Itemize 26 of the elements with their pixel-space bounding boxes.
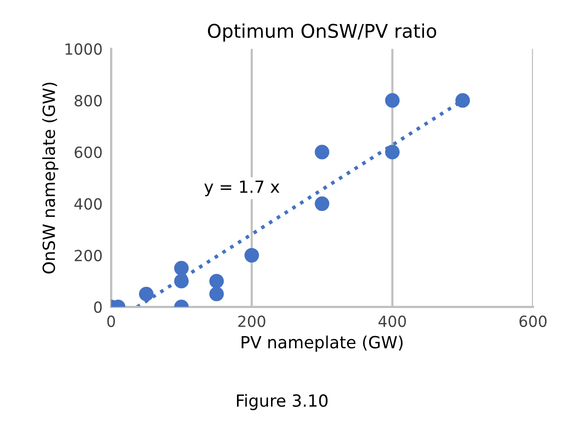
- chart-title: Optimum OnSW/PV ratio: [208, 23, 436, 42]
- point: [174, 274, 189, 288]
- point: [138, 286, 154, 302]
- point: [209, 274, 224, 288]
- y-tick-label: 400: [74, 198, 102, 210]
- x-tick-label: 400: [378, 316, 406, 328]
- point: [314, 144, 330, 160]
- x-axis-title: PV nameplate (GW): [242, 336, 403, 352]
- caption: Figure 3.10: [236, 394, 328, 410]
- y-tick-label: 1000: [66, 43, 102, 55]
- point: [244, 248, 260, 263]
- y-tick-label: 600: [74, 146, 102, 158]
- annotation: y = 1.7 x: [204, 180, 280, 196]
- point: [209, 286, 224, 302]
- y-axis-title: OnSW nameplate (GW): [42, 82, 58, 274]
- point: [314, 196, 330, 211]
- point: [174, 260, 189, 276]
- y-tick-label: 200: [74, 250, 102, 262]
- point: [385, 93, 400, 108]
- x-tick-label: 0: [107, 316, 115, 328]
- y-tick-label: 0: [94, 301, 102, 313]
- x-tick-label: 600: [519, 316, 547, 328]
- point: [455, 93, 470, 108]
- point: [385, 144, 400, 160]
- x-tick-label: 200: [238, 316, 266, 328]
- y-tick-label: 800: [74, 94, 102, 106]
